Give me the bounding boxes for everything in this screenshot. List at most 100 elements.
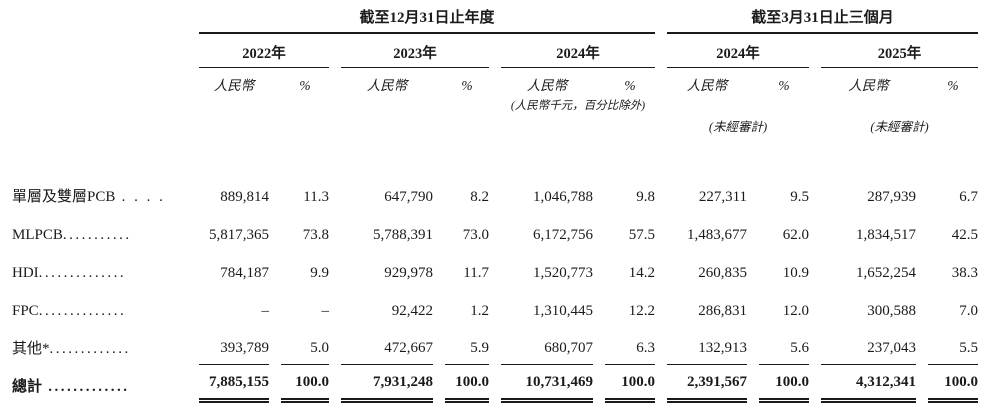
year-header-row: 2022年 2023年 2024年 2024年 2025年 [12, 34, 979, 68]
cell-value: 5.9 [445, 327, 489, 365]
cell-value: 472,667 [341, 327, 433, 365]
dot-leader: .............. [38, 265, 127, 281]
rmb-column-header: 人民幣 [848, 78, 889, 93]
cell-value: 73.0 [462, 227, 489, 243]
table-row-mlpcb: MLPCB........... 5,817,365 73.8 5,788,39… [12, 213, 978, 251]
cell-value: 7.0 [959, 303, 979, 319]
dot-leader: . . . . [115, 189, 166, 205]
cell-value: 38.3 [951, 265, 979, 281]
row-label: 其他*............. [12, 341, 131, 357]
cell-value: 100.0 [445, 365, 489, 403]
cell-value: 300,588 [867, 303, 917, 319]
cell-value: – [321, 303, 330, 319]
cell-value: 57.5 [628, 227, 656, 243]
rmb-column-header: 人民幣 [526, 78, 568, 93]
cell-value: 784,187 [220, 265, 269, 281]
cell-value: 9.8 [636, 189, 656, 205]
rmb-column-header: 人民幣 [213, 78, 255, 93]
cell-value: 100.0 [281, 365, 329, 403]
cell-value: 5,788,391 [373, 227, 433, 243]
row-label: MLPCB........... [12, 227, 132, 243]
year-header-3m2025: 2025年 [821, 34, 979, 68]
cell-value: 14.2 [628, 265, 656, 281]
cell-value: 1,310,445 [533, 303, 593, 319]
year-header-2024: 2024年 [501, 34, 656, 68]
row-label: 單層及雙層PCB . . . . [12, 189, 166, 205]
cell-value: 10,731,469 [501, 365, 593, 403]
spacer-row [12, 135, 978, 175]
cell-value: 100.0 [605, 365, 656, 403]
cell-value: 1,483,677 [687, 227, 748, 243]
column-header-row: 人民幣 % 人民幣 % 人民幣 % 人民幣 % 人民幣 % [12, 68, 978, 94]
year-header-2022: 2022年 [199, 34, 329, 68]
cell-value: 929,978 [384, 265, 433, 281]
cell-value: 7,885,155 [199, 365, 269, 403]
unit-note: (人民幣千元，百分比除外) [510, 100, 646, 112]
cell-value: 1,834,517 [856, 227, 917, 243]
cell-value: 227,311 [698, 189, 748, 205]
cell-value: 9.9 [310, 265, 329, 281]
table-row-single-double-pcb: 單層及雙層PCB . . . . 889,814 11.3 647,790 8.… [12, 175, 978, 213]
unit-note-row: (人民幣千元，百分比除外) [12, 94, 978, 113]
cell-value: 100.0 [759, 365, 810, 403]
cell-value: 92,422 [391, 303, 433, 319]
percent-column-header: % [299, 78, 311, 93]
cell-value: – [261, 303, 270, 319]
unaudited-note-row: (未經審計) (未經審計) [12, 113, 978, 135]
period-header-annual: 截至12月31日止年度 [199, 4, 656, 34]
cell-value: 62.0 [782, 227, 810, 243]
cell-value: 6.3 [605, 327, 656, 365]
period-header-quarterly: 截至3月31日止三個月 [667, 4, 979, 34]
cell-value: 9.5 [790, 189, 810, 205]
dot-leader: ............. [42, 379, 130, 395]
cell-value: 12.0 [782, 303, 810, 319]
rmb-column-header: 人民幣 [366, 78, 408, 93]
cell-value: 237,043 [821, 327, 917, 365]
dot-leader: ........... [62, 227, 132, 243]
row-label: 總計 ............. [12, 379, 130, 395]
year-header-3m2024: 2024年 [667, 34, 810, 68]
cell-value: 889,814 [220, 189, 269, 205]
cell-value: 1.2 [470, 303, 489, 319]
cell-value: 10.9 [782, 265, 810, 281]
corner-cell [12, 4, 187, 34]
percent-column-header: % [947, 78, 959, 93]
cell-value: 647,790 [384, 189, 433, 205]
dot-leader: .............. [38, 303, 127, 319]
cell-value: 4,312,341 [821, 365, 917, 403]
cell-value: 5.0 [281, 327, 329, 365]
cell-value: 6,172,756 [533, 227, 593, 243]
unaudited-note: (未經審計) [870, 120, 929, 134]
period-header-row: 截至12月31日止年度 截至3月31日止三個月 [12, 4, 979, 34]
cell-value: 6.7 [959, 189, 979, 205]
cell-value: 287,939 [867, 189, 917, 205]
cell-value: 12.2 [628, 303, 656, 319]
cell-value: 8.2 [470, 189, 489, 205]
cell-value: 5.6 [759, 327, 810, 365]
year-header-2023: 2023年 [341, 34, 489, 68]
unaudited-note: (未經審計) [708, 120, 768, 134]
cell-value: 100.0 [928, 365, 979, 403]
cell-value: 5,817,365 [209, 227, 269, 243]
cell-value: 1,046,788 [533, 189, 593, 205]
rmb-column-header: 人民幣 [686, 78, 728, 93]
cell-value: 680,707 [501, 327, 593, 365]
cell-value: 1,520,773 [533, 265, 593, 281]
cell-value: 11.7 [463, 265, 489, 281]
table-row-fpc: FPC.............. – – 92,422 1.2 1,310,4… [12, 289, 978, 327]
table-row-hdi: HDI.............. 784,187 9.9 929,978 11… [12, 251, 978, 289]
table-row-total: 總計 ............. 7,885,155 100.0 7,931,2… [12, 365, 979, 403]
revenue-breakdown-table: 截至12月31日止年度 截至3月31日止三個月 2022年 2023年 2024… [0, 4, 990, 403]
cell-value: 2,391,567 [667, 365, 748, 403]
cell-value: 393,789 [199, 327, 269, 365]
row-label: FPC.............. [12, 303, 127, 319]
row-label: HDI.............. [12, 265, 127, 281]
cell-value: 132,913 [667, 327, 748, 365]
dot-leader: ............. [49, 341, 131, 357]
cell-value: 73.8 [302, 227, 329, 243]
percent-column-header: % [461, 78, 473, 93]
percent-column-header: % [624, 78, 636, 93]
cell-value: 11.3 [303, 189, 329, 205]
cell-value: 5.5 [928, 327, 979, 365]
percent-column-header: % [778, 78, 790, 93]
